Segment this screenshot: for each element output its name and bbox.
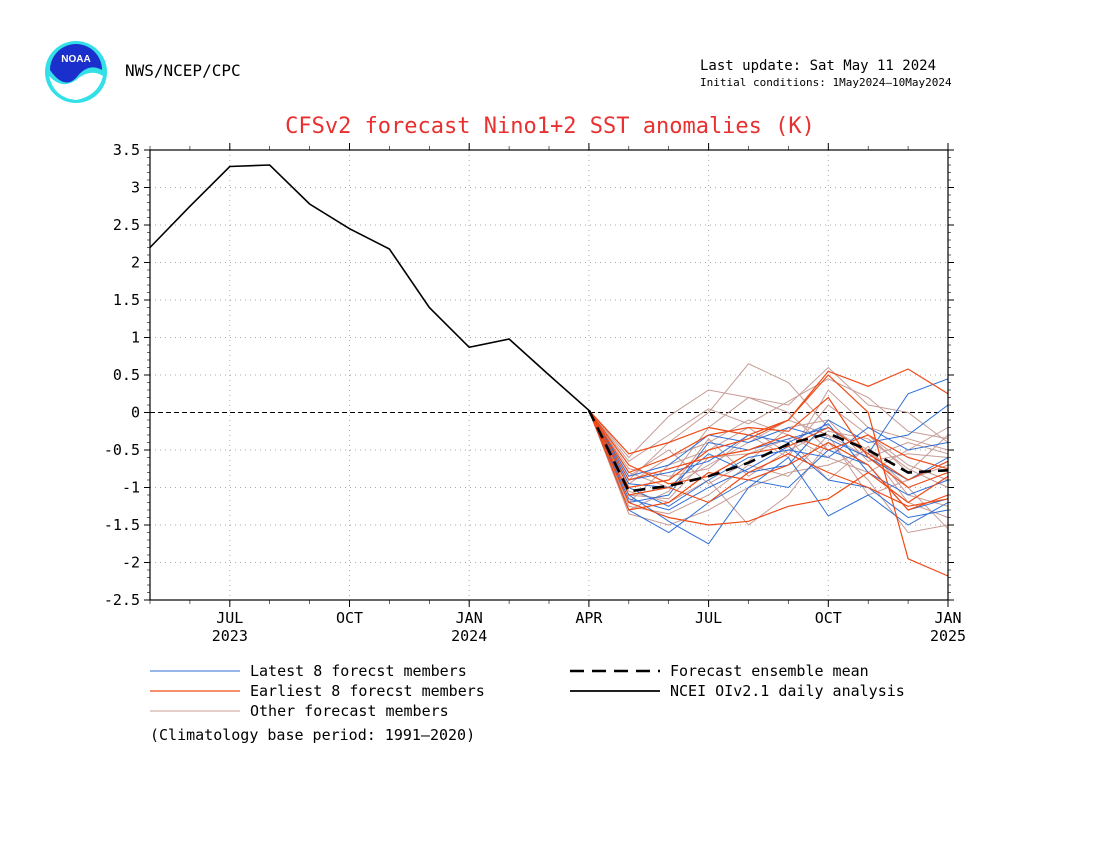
observed-line [149, 164, 590, 411]
earliest-member-line [588, 409, 949, 485]
y-tick-label: 1.5 [113, 291, 140, 309]
x-tick-label: OCT [336, 609, 363, 627]
latest-member-line [588, 410, 949, 519]
noaa-logo-text: NOAA [61, 54, 90, 65]
y-tick-label: 0.5 [113, 366, 140, 384]
y-tick-label: -2 [122, 554, 140, 572]
x-tick-label: JUL [216, 609, 243, 627]
agency-label: NWS/NCEP/CPC [125, 61, 241, 80]
x-tick-label: JAN [456, 609, 483, 627]
other-member-line [588, 410, 949, 526]
initial-conditions-label: Initial conditions: 1May2024–10May2024 [700, 76, 952, 89]
y-tick-label: -1 [122, 479, 140, 497]
legend-latest-label: Latest 8 forecst members [250, 662, 467, 680]
plot-frame [149, 149, 949, 601]
latest-member-line [588, 410, 949, 481]
y-tick-label: 2.5 [113, 216, 140, 234]
legend-earliest-label: Earliest 8 forecst members [250, 682, 485, 700]
x-tick-label: JAN [934, 609, 961, 627]
climatology-note: (Climatology base period: 1991–2020) [150, 726, 476, 744]
y-tick-label: 3 [131, 179, 140, 197]
y-tick-label: -2.5 [104, 591, 140, 609]
earliest-member-line [588, 396, 949, 489]
earliest-member-line [588, 410, 949, 507]
ensemble-mean-layer [587, 409, 949, 493]
x-tick-label: APR [575, 609, 603, 627]
y-tick-label: 1 [131, 329, 140, 347]
other-member-line [588, 366, 949, 459]
legend-other-label: Other forecast members [250, 702, 449, 720]
x-year-label: 2025 [930, 627, 966, 645]
observed-layer [149, 164, 590, 411]
legend-mean-label: Forecast ensemble mean [670, 662, 869, 680]
x-year-label: 2023 [212, 627, 248, 645]
x-tick-label: JUL [695, 609, 722, 627]
y-tick-label: 0 [131, 404, 140, 422]
forecast-members-layer [588, 363, 949, 577]
y-tick-label: 2 [131, 254, 140, 272]
earliest-member-line [588, 410, 949, 481]
other-member-line [588, 410, 949, 515]
last-update-label: Last update: Sat May 11 2024 [700, 58, 937, 74]
earliest-member-line [588, 368, 949, 455]
y-tick-label: -1.5 [104, 516, 140, 534]
legend-lines [150, 669, 660, 712]
ensemble-mean-line [587, 409, 949, 493]
y-tick-label: 3.5 [113, 141, 140, 159]
x-year-label: 2024 [451, 627, 487, 645]
earliest-member-line [588, 410, 949, 511]
chart-title: CFSv2 forecast Nino1+2 SST anomalies (K) [285, 114, 815, 139]
other-member-line [588, 378, 949, 462]
x-tick-label: OCT [815, 609, 842, 627]
latest-member-line [588, 378, 949, 504]
noaa-logo: NOAA [44, 40, 108, 108]
y-tick-label: -0.5 [104, 441, 140, 459]
legend-observed-label: NCEI OIv2.1 daily analysis [670, 682, 905, 700]
axis-layer: 3.532.521.510.50-0.5-1-1.5-2-2.5JUL2023O… [104, 141, 966, 645]
